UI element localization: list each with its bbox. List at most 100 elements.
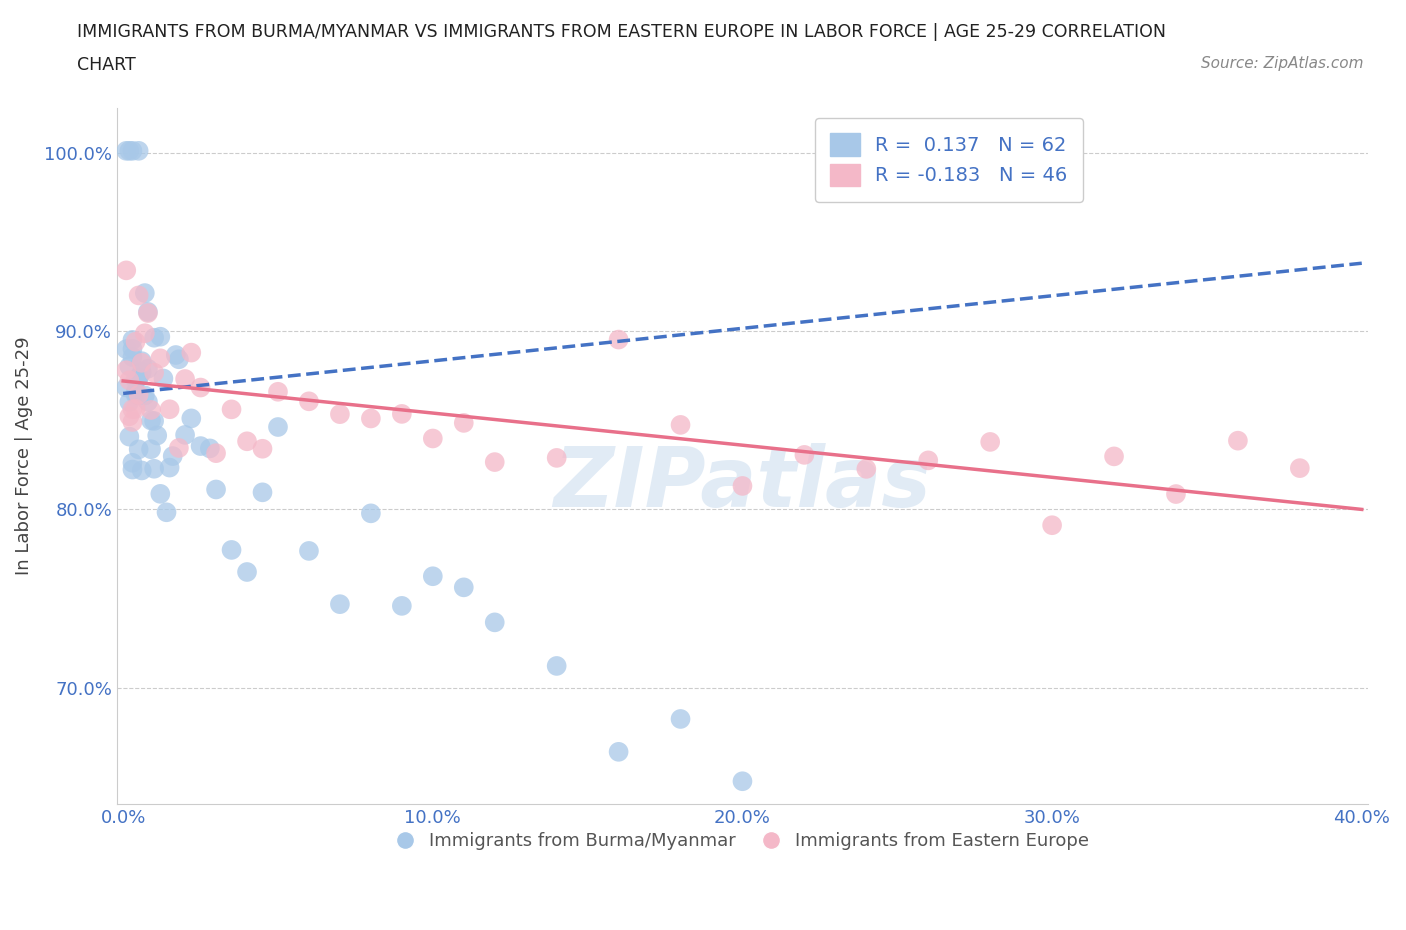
Point — [607, 332, 630, 347]
Point — [167, 352, 190, 366]
Point — [453, 416, 475, 431]
Point — [546, 658, 568, 673]
Point — [453, 580, 475, 595]
Point — [121, 341, 143, 356]
Point — [149, 329, 172, 344]
Text: IMMIGRANTS FROM BURMA/MYANMAR VS IMMIGRANTS FROM EASTERN EUROPE IN LABOR FORCE |: IMMIGRANTS FROM BURMA/MYANMAR VS IMMIGRA… — [77, 23, 1167, 41]
Point — [1288, 460, 1310, 475]
Point — [298, 543, 321, 558]
Legend: Immigrants from Burma/Myanmar, Immigrants from Eastern Europe: Immigrants from Burma/Myanmar, Immigrant… — [389, 825, 1097, 857]
Point — [205, 482, 228, 497]
Point — [124, 334, 146, 349]
Point — [128, 288, 150, 303]
Point — [128, 387, 150, 402]
Point — [1102, 449, 1125, 464]
Point — [360, 411, 382, 426]
Point — [484, 455, 506, 470]
Point — [131, 365, 153, 379]
Point — [180, 345, 202, 360]
Point — [607, 744, 630, 759]
Point — [422, 569, 444, 584]
Point — [115, 263, 138, 278]
Point — [143, 330, 166, 345]
Point — [134, 388, 156, 403]
Point — [115, 143, 138, 158]
Point — [162, 448, 184, 463]
Point — [391, 598, 413, 613]
Point — [159, 402, 181, 417]
Point — [139, 403, 162, 418]
Point — [121, 332, 143, 347]
Point — [167, 441, 190, 456]
Point — [118, 359, 141, 374]
Point — [329, 597, 352, 612]
Point — [118, 143, 141, 158]
Point — [124, 372, 146, 387]
Point — [146, 428, 169, 443]
Point — [174, 428, 197, 443]
Point — [131, 463, 153, 478]
Point — [121, 456, 143, 471]
Point — [143, 461, 166, 476]
Point — [124, 385, 146, 400]
Point — [152, 371, 174, 386]
Point — [118, 430, 141, 445]
Point — [118, 373, 141, 388]
Point — [136, 306, 159, 321]
Point — [115, 380, 138, 395]
Point — [190, 439, 212, 454]
Y-axis label: In Labor Force | Age 25-29: In Labor Force | Age 25-29 — [15, 337, 32, 575]
Point — [124, 402, 146, 417]
Point — [793, 447, 815, 462]
Point — [546, 450, 568, 465]
Point — [131, 353, 153, 368]
Point — [267, 419, 290, 434]
Point — [128, 370, 150, 385]
Point — [134, 326, 156, 340]
Point — [121, 143, 143, 158]
Point — [165, 348, 187, 363]
Point — [159, 460, 181, 475]
Point — [252, 442, 274, 457]
Point — [391, 406, 413, 421]
Point — [855, 461, 877, 476]
Point — [360, 506, 382, 521]
Text: Source: ZipAtlas.com: Source: ZipAtlas.com — [1201, 56, 1364, 71]
Point — [329, 406, 352, 421]
Point — [669, 418, 692, 432]
Point — [236, 434, 259, 449]
Point — [669, 711, 692, 726]
Point — [121, 462, 143, 477]
Point — [236, 565, 259, 579]
Point — [143, 365, 166, 380]
Point — [128, 143, 150, 158]
Point — [917, 453, 939, 468]
Point — [155, 505, 177, 520]
Point — [143, 414, 166, 429]
Point — [422, 431, 444, 445]
Point — [1164, 486, 1187, 501]
Point — [190, 380, 212, 395]
Point — [979, 434, 1001, 449]
Point — [136, 304, 159, 319]
Point — [149, 351, 172, 365]
Point — [198, 441, 221, 456]
Point — [267, 384, 290, 399]
Point — [1226, 433, 1249, 448]
Point — [124, 387, 146, 402]
Point — [298, 394, 321, 409]
Point — [221, 402, 243, 417]
Point — [484, 615, 506, 630]
Point — [131, 355, 153, 370]
Point — [136, 361, 159, 376]
Point — [731, 774, 754, 789]
Point — [121, 402, 143, 417]
Point — [252, 485, 274, 499]
Point — [221, 542, 243, 557]
Point — [121, 415, 143, 430]
Point — [180, 411, 202, 426]
Point — [118, 394, 141, 409]
Point — [205, 445, 228, 460]
Point — [115, 363, 138, 378]
Point — [174, 372, 197, 387]
